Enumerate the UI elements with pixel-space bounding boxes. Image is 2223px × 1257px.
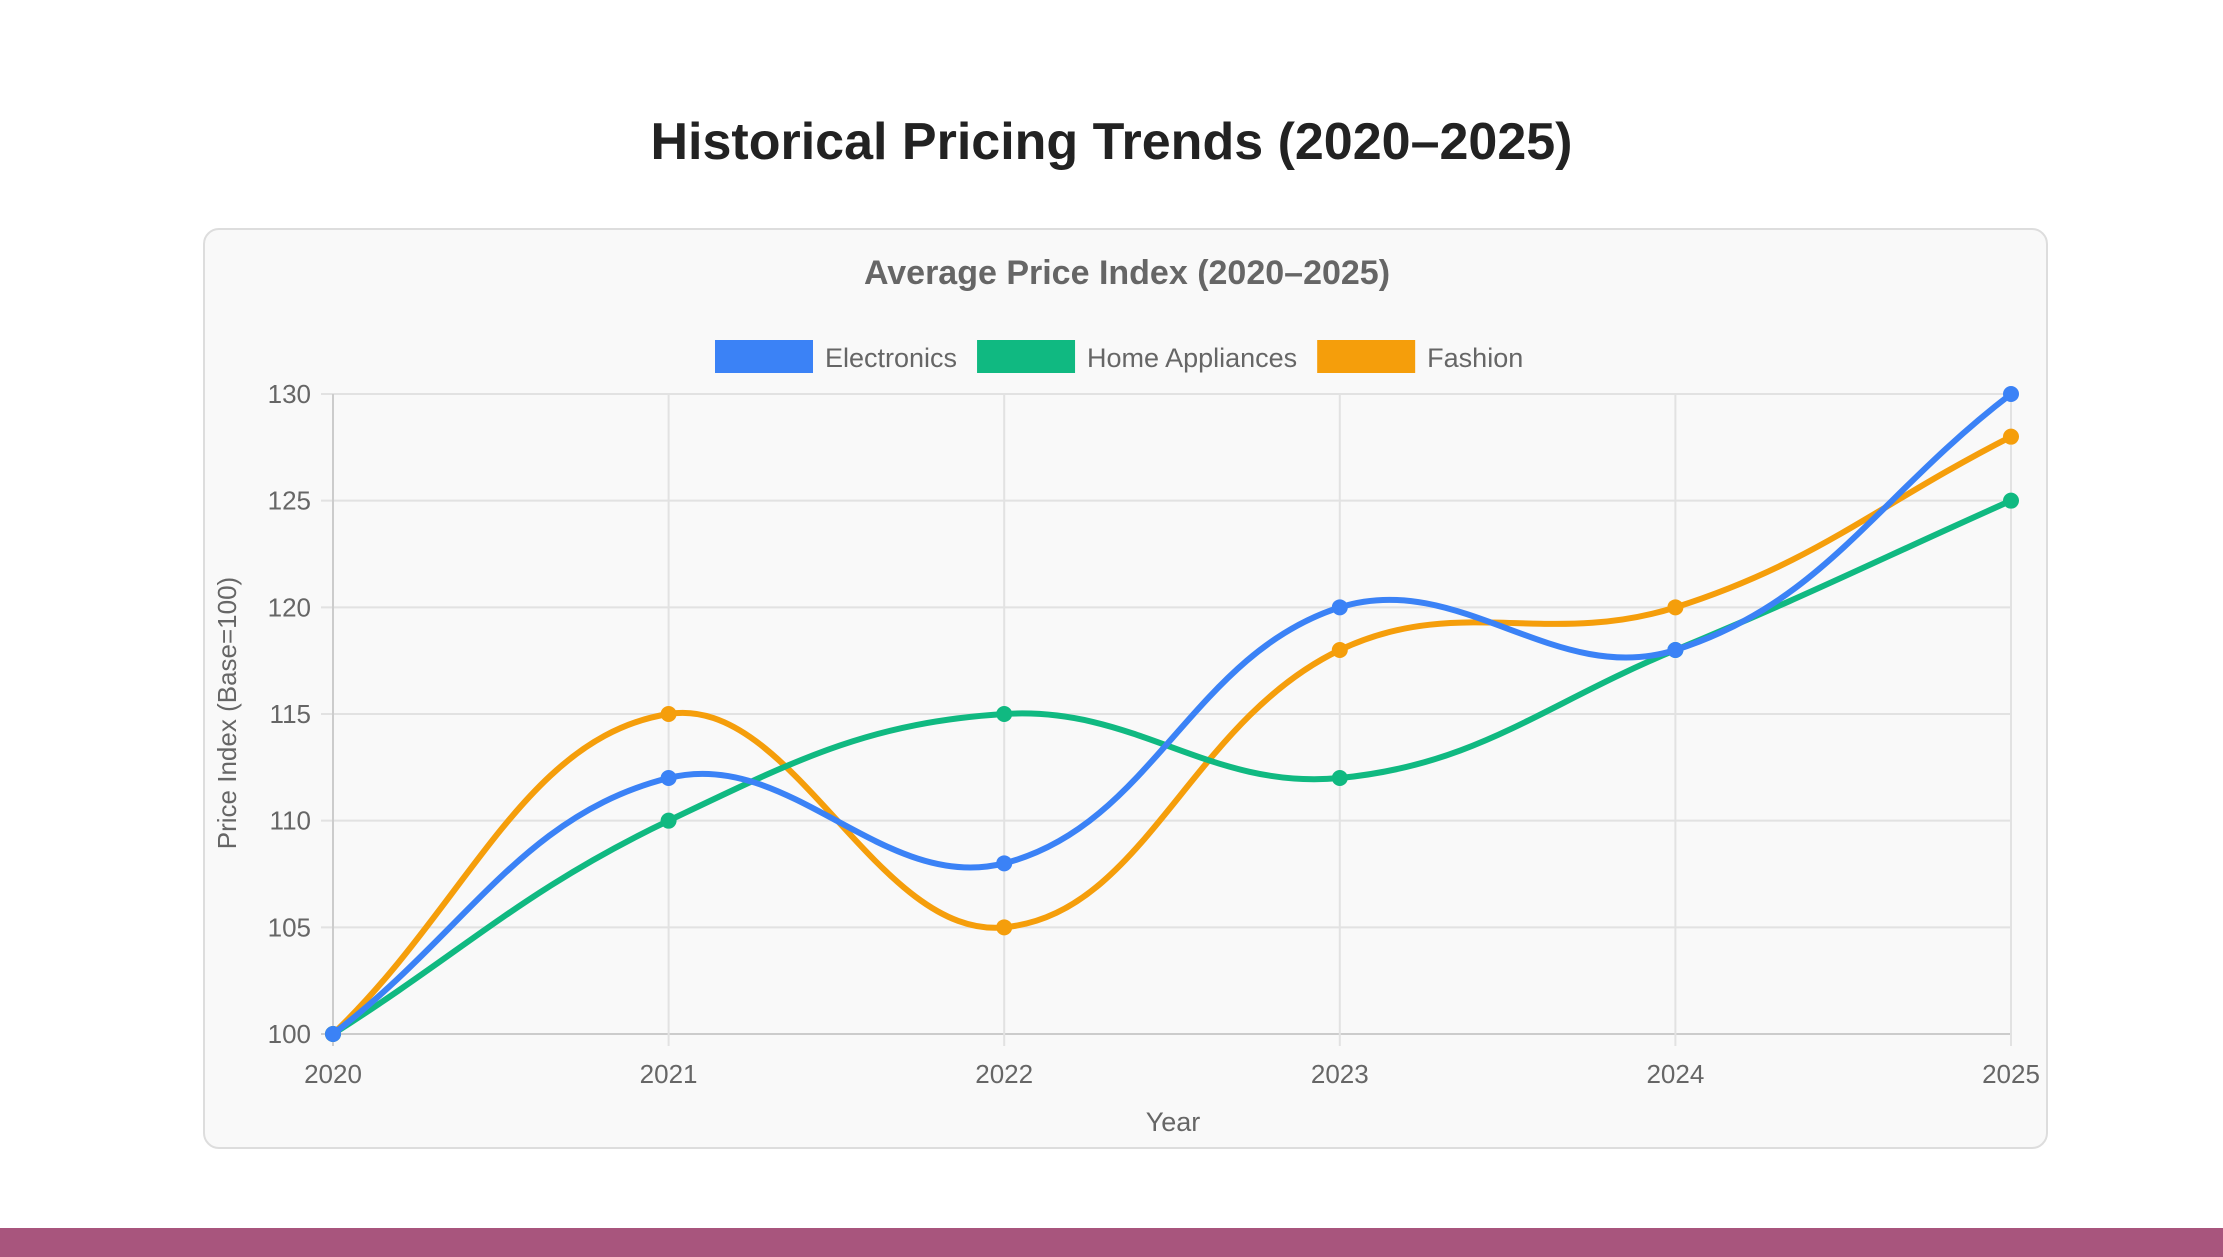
data-point-electronics	[996, 855, 1013, 872]
x-tick-label: 2025	[1982, 1059, 2040, 1089]
footer-accent-bar	[0, 1228, 2223, 1257]
x-tick-label: 2021	[640, 1059, 698, 1089]
legend-label-2: Fashion	[1427, 343, 1523, 373]
series-line-fashion	[330, 433, 2013, 1037]
legend-swatch-2	[1317, 340, 1416, 373]
data-point-home-appliances	[2003, 492, 2019, 509]
legend-swatch-0	[715, 340, 813, 373]
data-point-fashion	[2003, 428, 2019, 445]
data-point-fashion	[996, 919, 1013, 936]
legend-label-1: Home Appliances	[1087, 343, 1297, 373]
data-point-home-appliances	[660, 812, 677, 829]
data-point-home-appliances	[1331, 770, 1348, 786]
legend-label-0: Electronics	[825, 343, 957, 373]
chart-title: Average Price Index (2020–2025)	[864, 254, 1390, 292]
page-title: Historical Pricing Trends (2020–2025)	[650, 113, 1573, 171]
x-axis-title: Year	[1146, 1107, 1201, 1137]
x-tick-label: 2023	[1311, 1059, 1369, 1089]
x-tick-label: 2024	[1646, 1059, 1704, 1089]
data-point-electronics	[1331, 599, 1348, 616]
data-point-electronics	[660, 770, 677, 786]
y-tick-label: 130	[268, 379, 311, 409]
data-point-fashion	[660, 706, 677, 722]
y-tick-label: 115	[270, 699, 311, 729]
y-tick-label: 105	[268, 912, 311, 942]
x-tick-label: 2022	[975, 1059, 1033, 1089]
legend-swatch-1	[977, 340, 1076, 373]
data-point-fashion	[1667, 599, 1684, 616]
data-point-fashion	[1331, 642, 1348, 658]
data-point-electronics	[325, 1026, 341, 1042]
data-point-electronics	[2003, 386, 2019, 402]
chart-card	[203, 228, 2048, 1149]
series-line-electronics	[331, 391, 2013, 1037]
data-point-electronics	[1667, 642, 1684, 658]
y-axis-title: Price Index (Base=100)	[212, 577, 242, 849]
y-tick-label: 125	[268, 486, 311, 516]
data-point-home-appliances	[996, 706, 1013, 722]
x-tick-label: 2020	[304, 1059, 362, 1089]
y-tick-label: 100	[268, 1019, 311, 1049]
y-tick-label: 110	[270, 806, 311, 836]
series-line-home-appliances	[331, 497, 2013, 1037]
y-tick-label: 120	[268, 592, 311, 622]
